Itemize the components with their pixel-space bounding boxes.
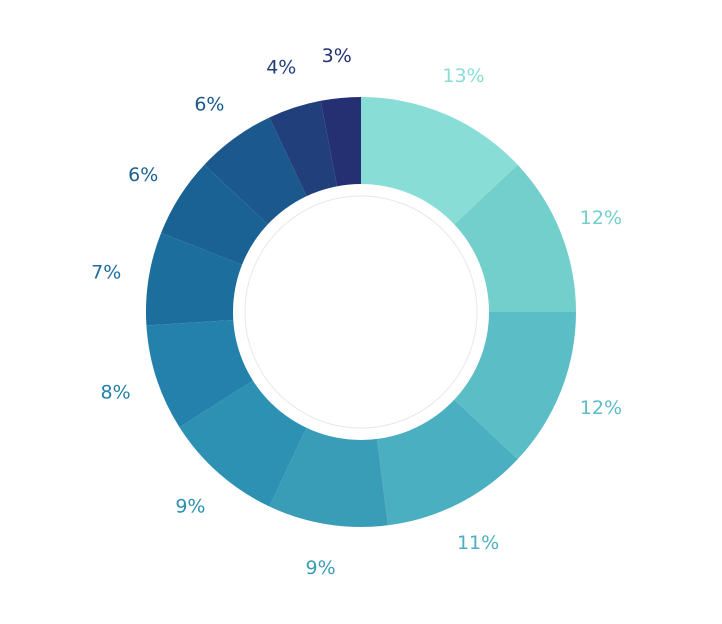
slice-label-9: 6%: [128, 164, 158, 186]
donut-hole-fill: [233, 184, 489, 440]
slice-label-10: 6%: [194, 93, 224, 115]
slice-label-8: 7%: [91, 262, 121, 284]
slice-label-11: 4%: [266, 57, 296, 79]
slice-label-6: 9%: [175, 496, 205, 518]
slice-label-2: 12%: [580, 207, 622, 229]
slice-label-5: 9%: [306, 557, 336, 579]
slice-label-1: 13%: [442, 65, 484, 87]
labels-group: 13% 12% 12% 11% 9% 9% 8% 7% 6% 6% 4% 3%: [91, 45, 622, 579]
slice-label-4: 11%: [457, 532, 499, 554]
slice-label-3: 12%: [580, 397, 622, 419]
slice-label-7: 8%: [101, 382, 131, 404]
inner-ring-outline: [244, 195, 478, 429]
donut-hole: [233, 184, 489, 440]
slice-label-12: 3%: [322, 45, 352, 67]
